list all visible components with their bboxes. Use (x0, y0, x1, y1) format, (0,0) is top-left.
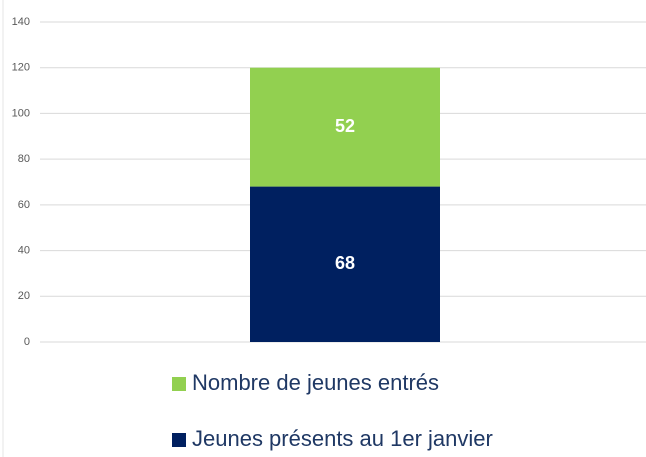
legend-label: Jeunes présents au 1er janvier (192, 426, 493, 451)
y-tick-label: 40 (18, 244, 30, 256)
y-tick-label: 20 (18, 290, 30, 302)
bar-segment (250, 186, 440, 342)
y-tick-label: 120 (12, 62, 30, 74)
y-tick-label: 0 (24, 336, 30, 348)
y-tick-label: 140 (12, 16, 30, 28)
legend-swatch (172, 377, 186, 391)
y-tick-label: 60 (18, 199, 30, 211)
y-tick-label: 80 (18, 153, 30, 165)
bar-segment (250, 67, 440, 187)
legend-label: Nombre de jeunes entrés (192, 370, 439, 395)
y-tick-label: 100 (12, 107, 30, 119)
data-label: 68 (335, 253, 355, 273)
legend-swatch (172, 433, 186, 447)
data-label: 52 (335, 116, 355, 136)
